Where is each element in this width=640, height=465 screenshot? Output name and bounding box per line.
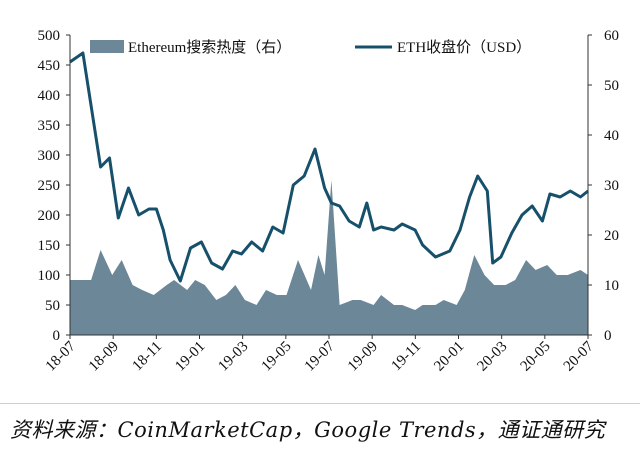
line-series [69,51,589,283]
legend: Ethereum搜索热度（右） ETH收盘价（USD） [90,38,531,56]
right-tick-label: 50 [604,78,619,94]
left-tick-label: 200 [38,208,61,224]
source-note: 资料来源：CoinMarketCap，Google Trends，通证通研究 [10,418,606,442]
legend-line-label: ETH收盘价（USD） [397,38,531,56]
x-tick-label: 19-11 [388,339,424,375]
x-tick-label: 20-07 [561,338,597,374]
left-tick-label: 0 [53,328,61,344]
right-tick-label: 0 [604,328,612,344]
x-tick-label: 19-03 [215,339,251,375]
area-search-interest [70,180,588,335]
x-tick-label: 18-07 [43,338,79,374]
left-tick-label: 150 [38,238,61,254]
x-tick-label: 19-05 [259,339,295,375]
line-eth-price [69,51,589,283]
legend-area-swatch [90,40,124,53]
right-tick-label: 60 [604,28,619,44]
right-tick-label: 10 [604,278,619,294]
area-series [70,180,588,335]
x-tick-label: 19-09 [345,339,381,375]
right-tick-label: 30 [604,178,619,194]
chart: 0 50 100 150 200 250 300 350 400 450 500 0 10 20 30 40 5… [38,28,620,375]
right-tick-label: 20 [604,228,619,244]
left-tick-label: 450 [38,58,61,74]
left-tick-label: 400 [38,88,61,104]
legend-area-label: Ethereum搜索热度（右） [128,39,291,56]
left-tick-label: 250 [38,178,61,194]
left-tick-label: 500 [38,28,61,44]
left-tick-label: 350 [38,118,61,134]
x-tick-label: 20-01 [431,339,467,375]
x-tick-label: 20-05 [518,339,554,375]
left-tick-label: 50 [45,298,60,314]
right-tick-label: 40 [604,128,619,144]
x-tick-label: 20-03 [474,339,510,375]
left-tick-label: 300 [38,148,61,164]
x-tick-label: 18-11 [129,339,165,375]
left-tick-label: 100 [38,268,61,284]
x-tick-label: 19-07 [302,338,338,374]
x-tick-label: 18-09 [86,339,122,375]
x-tick-label: 19-01 [172,339,208,375]
source-divider [0,403,640,404]
